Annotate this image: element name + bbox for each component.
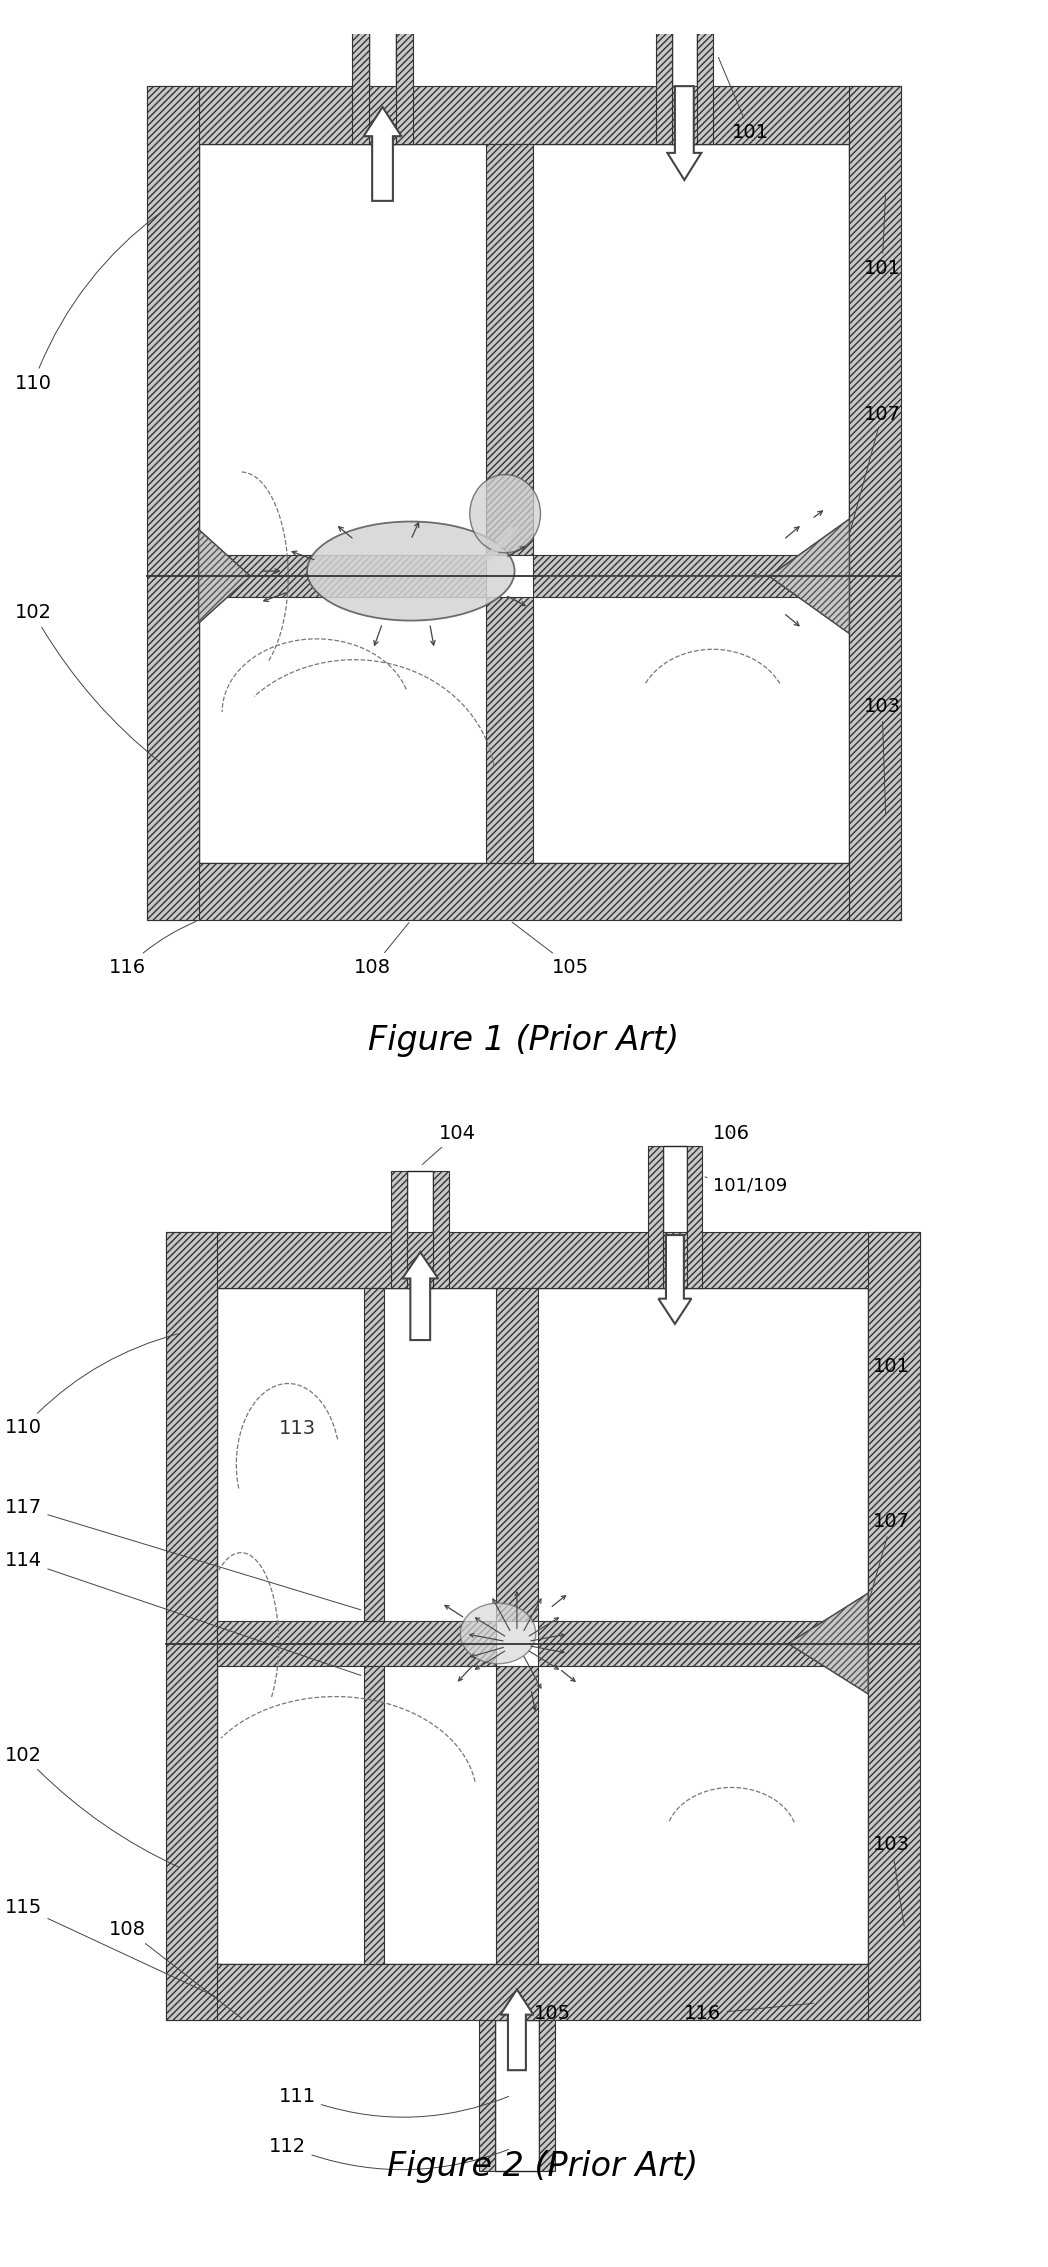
Bar <box>434 1172 450 1288</box>
Bar <box>849 86 901 920</box>
Text: 105: 105 <box>520 2004 570 2024</box>
Text: Figure 2 (Prior Art): Figure 2 (Prior Art) <box>388 2149 698 2183</box>
Text: 114: 114 <box>5 1551 361 1675</box>
Bar <box>656 7 672 143</box>
Text: 105: 105 <box>512 923 589 977</box>
Text: 102: 102 <box>5 1746 178 1868</box>
Bar <box>364 1288 385 1621</box>
Text: 103: 103 <box>873 1834 910 1927</box>
Bar <box>352 29 369 143</box>
Bar <box>496 1666 539 1963</box>
Bar <box>648 1147 662 1288</box>
Bar <box>486 143 533 555</box>
Text: 101/109: 101/109 <box>705 1177 787 1195</box>
Text: 107: 107 <box>869 1512 910 1601</box>
FancyArrow shape <box>668 86 701 179</box>
Bar <box>486 596 533 864</box>
Bar <box>391 1172 407 1288</box>
Text: 104: 104 <box>422 1124 476 1165</box>
Bar <box>166 1231 920 1288</box>
Bar <box>396 29 413 143</box>
Text: 101: 101 <box>719 57 768 143</box>
Bar <box>479 2020 496 2172</box>
Bar <box>218 1621 496 1666</box>
Text: 115: 115 <box>5 1897 215 1997</box>
Bar <box>199 143 850 864</box>
Bar <box>369 29 396 143</box>
Bar <box>496 2020 539 2172</box>
Text: 101: 101 <box>873 1353 910 1376</box>
Text: 102: 102 <box>15 603 160 762</box>
Bar <box>364 1666 385 1963</box>
Ellipse shape <box>470 474 541 553</box>
Bar <box>539 1621 868 1666</box>
FancyArrow shape <box>658 1236 692 1324</box>
Text: 107: 107 <box>850 406 900 533</box>
Ellipse shape <box>460 1603 536 1664</box>
Text: 112: 112 <box>269 2138 508 2170</box>
Bar <box>166 1963 920 2020</box>
Bar <box>868 1231 920 2020</box>
Text: 116: 116 <box>684 2004 813 2024</box>
Bar <box>147 864 901 920</box>
Text: 101: 101 <box>864 193 900 279</box>
Text: 116: 116 <box>109 920 196 977</box>
Text: 113: 113 <box>279 1419 315 1437</box>
Text: 110: 110 <box>15 213 160 392</box>
Polygon shape <box>199 528 250 623</box>
Bar <box>199 555 486 596</box>
Bar <box>533 555 849 596</box>
Bar <box>166 1231 218 2020</box>
Text: 106: 106 <box>713 1124 749 1143</box>
Text: 111: 111 <box>279 2086 508 2117</box>
Polygon shape <box>482 528 520 560</box>
FancyArrow shape <box>501 1990 533 2070</box>
Ellipse shape <box>307 521 515 621</box>
Bar <box>672 7 697 143</box>
Text: 108: 108 <box>109 1920 241 2018</box>
FancyArrow shape <box>402 1251 438 1340</box>
Bar <box>407 1172 434 1288</box>
Text: 117: 117 <box>5 1498 361 1610</box>
Bar <box>147 86 901 143</box>
Bar <box>662 1147 687 1288</box>
FancyArrow shape <box>364 107 401 202</box>
Bar <box>539 2020 554 2172</box>
Bar <box>218 1288 868 1963</box>
Polygon shape <box>769 519 849 632</box>
Bar <box>147 86 199 920</box>
Polygon shape <box>788 1594 868 1693</box>
Text: 108: 108 <box>354 923 409 977</box>
Bar <box>687 1147 702 1288</box>
Bar <box>697 7 713 143</box>
Text: Figure 1 (Prior Art): Figure 1 (Prior Art) <box>369 1025 679 1056</box>
Text: 110: 110 <box>5 1333 178 1437</box>
Text: 103: 103 <box>864 696 900 814</box>
Bar <box>496 1288 539 1621</box>
